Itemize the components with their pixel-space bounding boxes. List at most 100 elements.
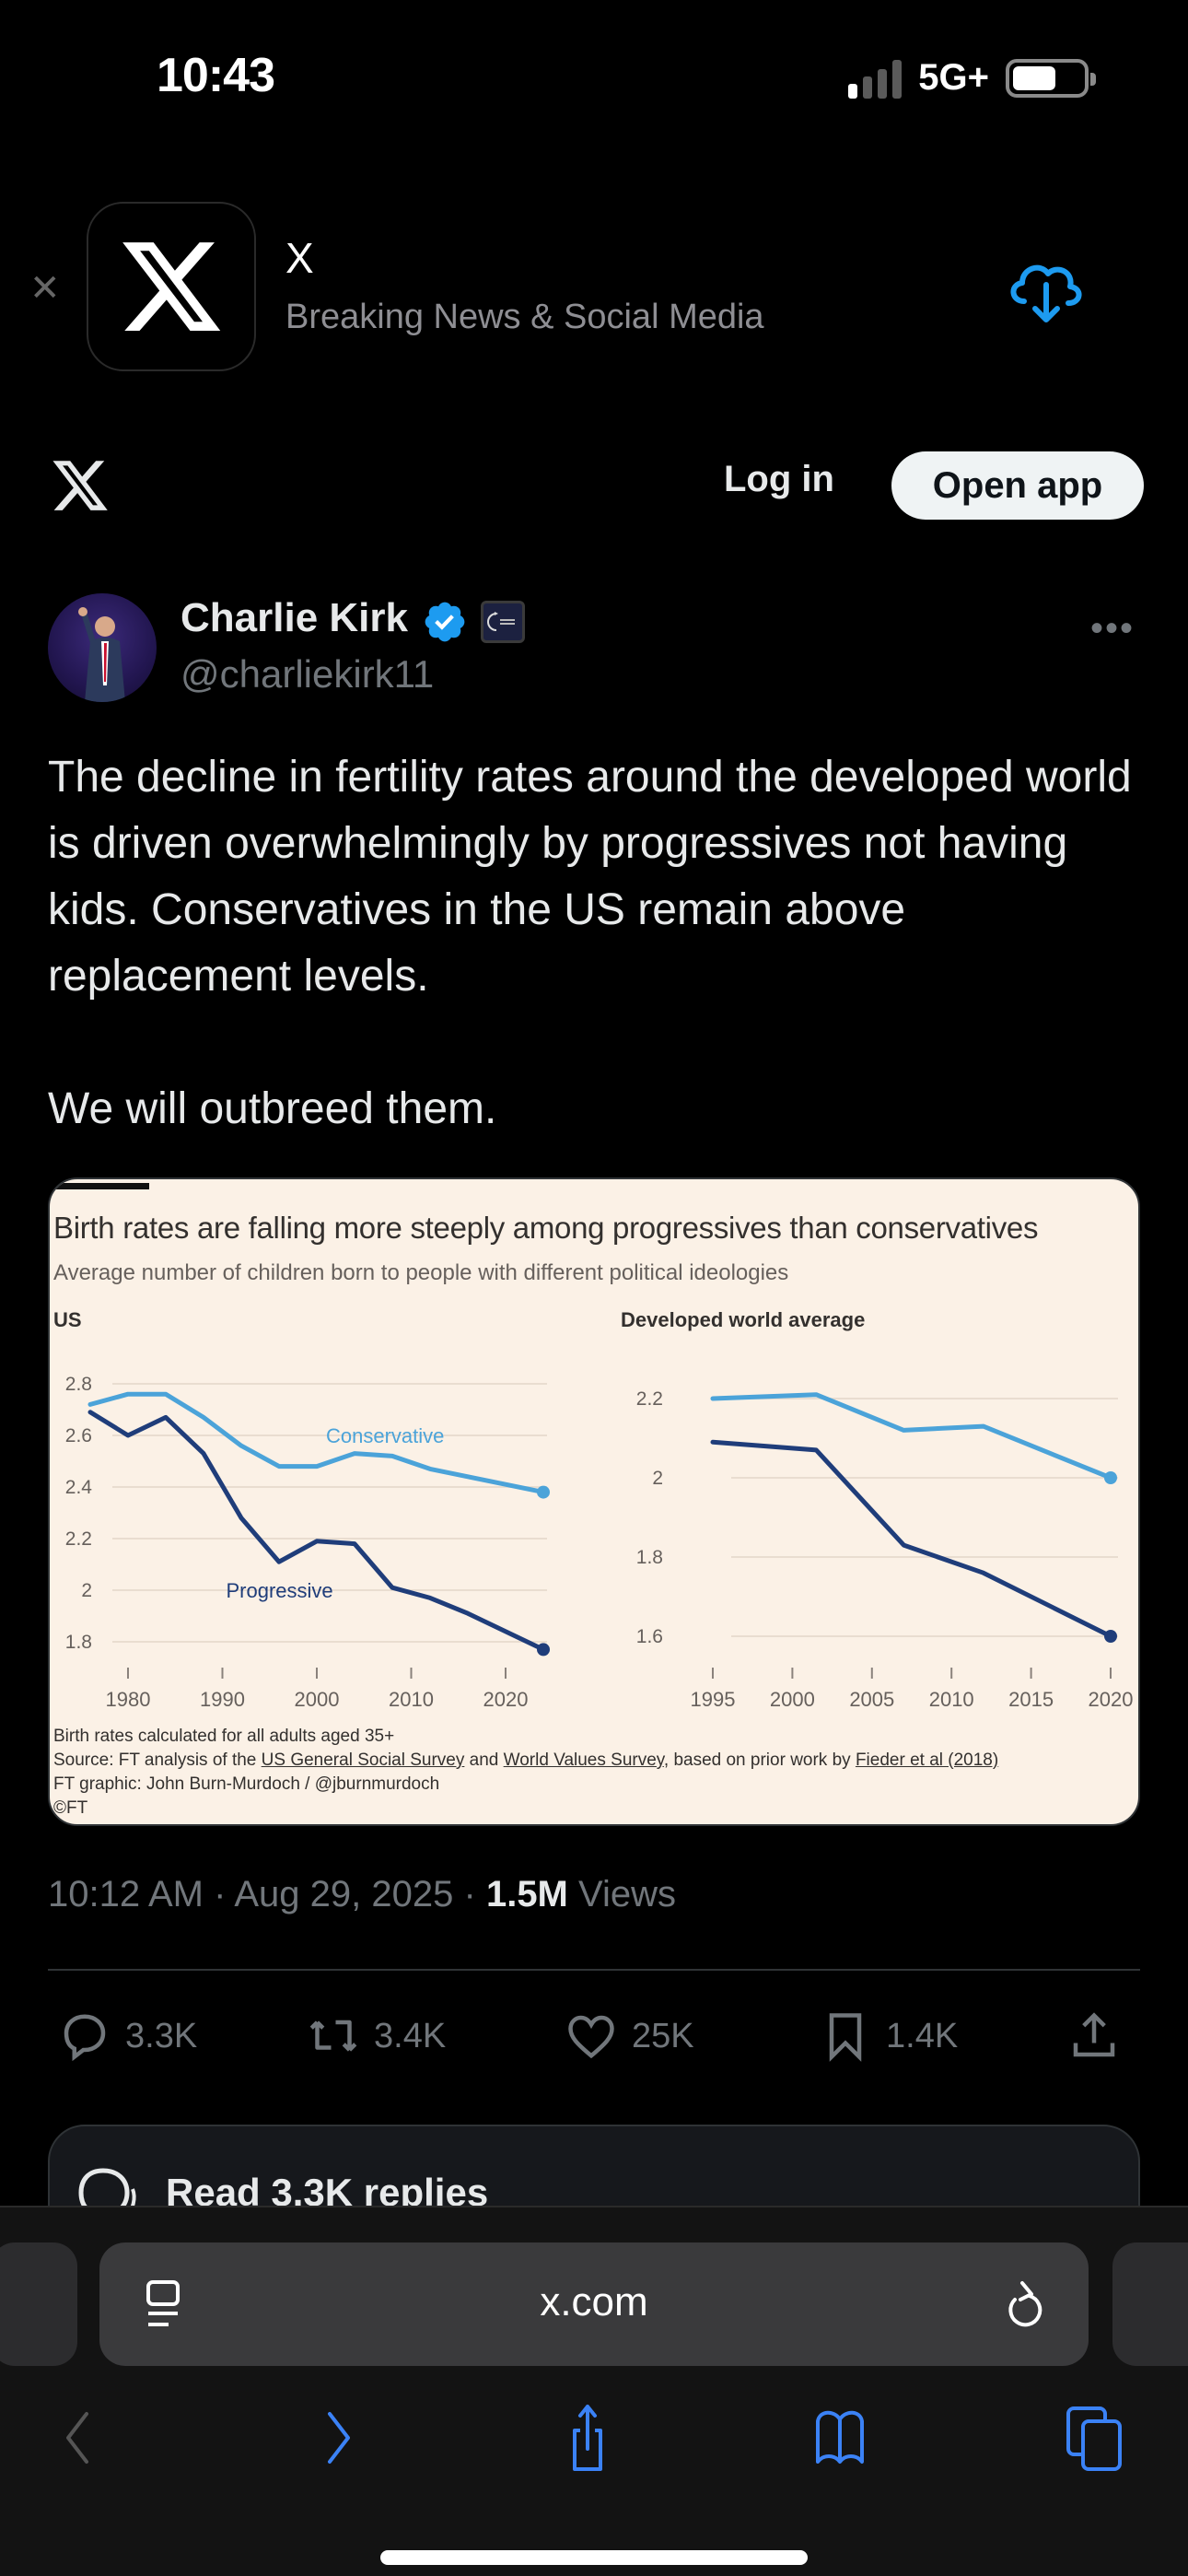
- views-label: Views: [578, 1874, 676, 1914]
- browser-nav: [0, 2392, 1188, 2484]
- avatar-image: [78, 607, 125, 702]
- share-button[interactable]: [1066, 2008, 1122, 2064]
- reload-icon[interactable]: [996, 2276, 1048, 2335]
- author-handle[interactable]: @charliekirk11: [181, 652, 435, 696]
- app-icon[interactable]: [87, 202, 256, 371]
- app-store-banner: ✕ X Breaking News & Social Media: [0, 198, 1188, 373]
- bookmark-button[interactable]: 1.4K: [818, 2008, 958, 2064]
- chart-title: Birth rates are falling more steeply amo…: [53, 1211, 1039, 1245]
- bookmark-count: 1.4K: [886, 2016, 959, 2055]
- repost-icon: [309, 2020, 357, 2052]
- chart-notes: Birth rates calculated for all adults ag…: [53, 1725, 998, 1821]
- repost-count: 3.4K: [374, 2016, 447, 2055]
- panel-label-developed: Developed world average: [621, 1308, 866, 1331]
- tweet-date[interactable]: Aug 29, 2025: [234, 1874, 454, 1914]
- series-endpoint-progressive: [537, 1643, 550, 1657]
- x-tick-label: 1980: [106, 1688, 151, 1711]
- y-tick-label: 2.2: [65, 1528, 92, 1550]
- series-endpoint-conservative: [1104, 1471, 1117, 1484]
- share-icon: [1073, 2012, 1115, 2057]
- x-tick-label: 2010: [929, 1688, 974, 1711]
- x-tick-label: 2010: [389, 1688, 434, 1711]
- app-name: X: [285, 234, 314, 282]
- more-options-icon[interactable]: •••: [1090, 608, 1136, 649]
- views-count: 1.5M: [485, 1874, 568, 1914]
- affiliation-badge[interactable]: [481, 601, 525, 643]
- divider: [48, 1969, 1140, 1971]
- tweet-actions: 3.3K 3.4K 25K 1.4K: [48, 2008, 1140, 2073]
- x-tick-label: 2015: [1008, 1688, 1054, 1711]
- open-app-button[interactable]: Open app: [891, 451, 1144, 520]
- verified-badge-icon: [425, 602, 465, 642]
- chart-subtitle: Average number of children born to peopl…: [53, 1260, 789, 1285]
- x-tick-label: 2000: [295, 1688, 340, 1711]
- series-line-conservative: [87, 1391, 546, 1495]
- next-tab-peek[interactable]: [1112, 2242, 1188, 2366]
- reply-button[interactable]: 3.3K: [57, 2008, 197, 2064]
- repost-button[interactable]: 3.4K: [306, 2008, 446, 2064]
- avatar[interactable]: [48, 593, 157, 702]
- y-tick-label: 2: [652, 1468, 663, 1489]
- y-tick-label: 2.8: [65, 1374, 92, 1395]
- tabs-icon[interactable]: [1057, 2401, 1131, 2475]
- bookmarks-icon[interactable]: [803, 2401, 877, 2475]
- status-bar: 10:43 5G+: [0, 0, 1188, 138]
- reply-count: 3.3K: [125, 2016, 198, 2055]
- source-link-fieder: Fieder et al (2018): [855, 1751, 999, 1770]
- tweet-media-chart[interactable]: Birth rates are falling more steeply amo…: [48, 1177, 1140, 1826]
- forward-icon[interactable]: [300, 2401, 374, 2475]
- chart-copyright: ©FT: [53, 1798, 88, 1818]
- series-endpoint-conservative: [537, 1485, 550, 1499]
- y-tick-label: 1.8: [65, 1632, 92, 1653]
- tweet-time[interactable]: 10:12 AM: [48, 1874, 204, 1914]
- address-bar[interactable]: x.com: [99, 2242, 1089, 2366]
- back-icon[interactable]: [42, 2401, 116, 2475]
- x-logo-icon: [122, 242, 221, 331]
- y-tick-label: 1.8: [636, 1547, 663, 1568]
- chart-credit: FT graphic: John Burn-Murdoch / @jburnmu…: [53, 1774, 440, 1794]
- source-link-wvs: World Values Survey: [503, 1751, 664, 1770]
- series-line-progressive: [710, 1439, 1113, 1639]
- battery-icon: [1006, 58, 1096, 98]
- status-time: 10:43: [157, 49, 275, 102]
- x-logo-icon[interactable]: [50, 455, 111, 516]
- series-line-progressive: [87, 1410, 546, 1652]
- reader-mode-icon[interactable]: [146, 2279, 186, 2331]
- browser-toolbar: x.com: [0, 2206, 1188, 2576]
- signal-strength-icon: [848, 58, 903, 99]
- home-indicator: [380, 2550, 808, 2565]
- ft-brand-bar: [50, 1183, 149, 1189]
- network-type: 5G+: [918, 57, 989, 98]
- turning-point-logo-icon: [487, 612, 515, 631]
- y-tick-label: 2.6: [65, 1425, 92, 1446]
- close-icon[interactable]: ✕: [29, 268, 61, 309]
- tweet-text: The decline in fertility rates around th…: [48, 753, 1132, 1133]
- series-line-conservative: [710, 1392, 1113, 1481]
- login-link[interactable]: Log in: [724, 459, 834, 499]
- author-name[interactable]: Charlie Kirk: [181, 595, 408, 640]
- y-tick-label: 1.6: [636, 1626, 663, 1647]
- y-tick-label: 2.2: [636, 1388, 663, 1410]
- like-button[interactable]: 25K: [564, 2008, 694, 2064]
- url-text[interactable]: x.com: [540, 2279, 648, 2324]
- x-tick-label: 2020: [1089, 1688, 1134, 1711]
- site-header: Log in Open app: [0, 442, 1188, 531]
- like-count: 25K: [632, 2016, 694, 2055]
- x-tick-label: 2005: [849, 1688, 894, 1711]
- annotation-progressive: Progressive: [227, 1579, 333, 1602]
- x-tick-label: 1990: [200, 1688, 245, 1711]
- series-endpoint-progressive: [1104, 1630, 1117, 1643]
- panel-label-us: US: [53, 1308, 82, 1331]
- source-link-gss: US General Social Survey: [261, 1751, 465, 1770]
- previous-tab-peek[interactable]: [0, 2242, 77, 2366]
- y-tick-label: 2: [81, 1580, 92, 1601]
- status-indicators: 5G+: [848, 57, 1096, 99]
- x-tick-label: 1995: [691, 1688, 736, 1711]
- chart-source: Source: FT analysis of the US General So…: [53, 1751, 999, 1770]
- share-icon[interactable]: [551, 2401, 624, 2475]
- cloud-download-icon[interactable]: [1004, 253, 1087, 327]
- x-tick-label: 2020: [483, 1688, 529, 1711]
- chart-note: Birth rates calculated for all adults ag…: [53, 1727, 395, 1746]
- heart-icon: [568, 2015, 614, 2059]
- x-tick-label: 2000: [770, 1688, 815, 1711]
